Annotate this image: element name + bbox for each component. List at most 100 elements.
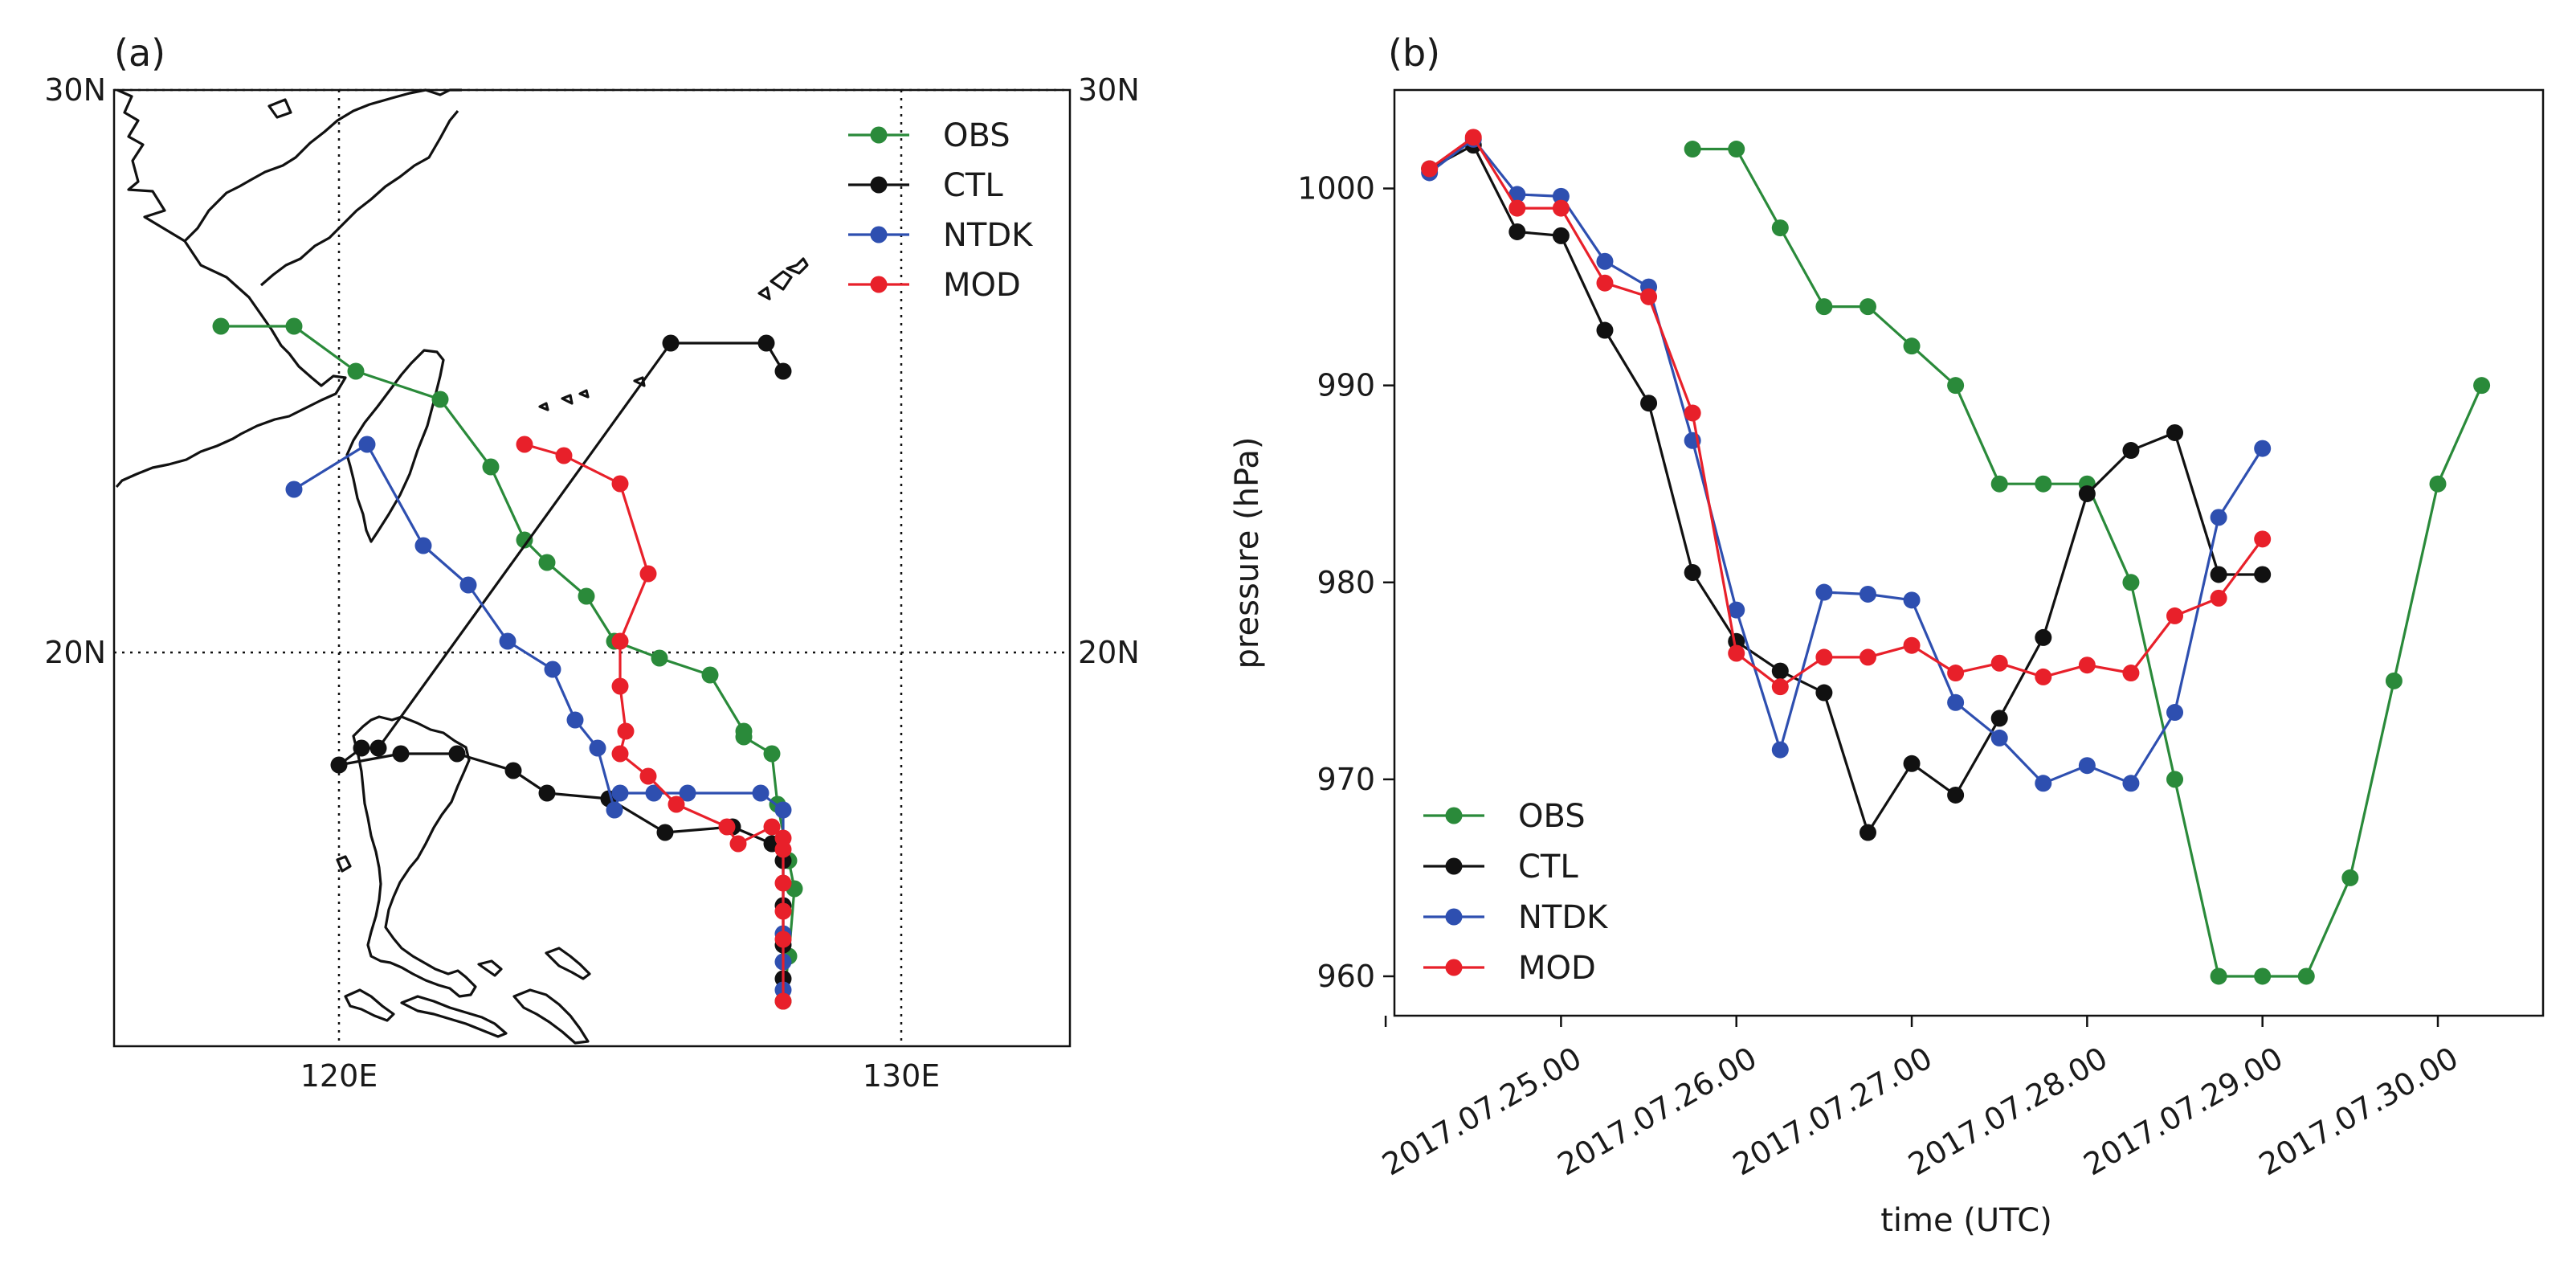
panel-b-ytick-label-960: 960 — [1317, 959, 1375, 994]
panel-b-point-ntdk-17 — [2166, 704, 2184, 722]
panel-b-point-obs-15 — [2341, 869, 2359, 886]
panel-a-point-obs-1 — [285, 317, 303, 335]
panel-a-point-ntdk-2 — [414, 537, 432, 554]
panel-b-point-mod-4 — [1596, 274, 1614, 292]
panel-b-point-ntdk-19 — [2254, 440, 2272, 457]
panel-a-xtick-120e: 120E — [300, 1058, 378, 1094]
panel-a-point-ctl-1 — [757, 334, 775, 352]
panel-a-point-ctl-9 — [538, 784, 556, 802]
panel-b-point-ntdk-7 — [1728, 601, 1745, 619]
panel-b-point-ntdk-13 — [1990, 729, 2008, 746]
panel-b-point-ntdk-4 — [1596, 252, 1614, 270]
panel-b-point-obs-2 — [1771, 219, 1789, 237]
panel-b-ytick-label-1000: 1000 — [1297, 171, 1375, 207]
panel-b-ytick-label-970: 970 — [1317, 762, 1375, 797]
panel-b-point-ntdk-18 — [2210, 509, 2227, 526]
panel-b-point-mod-14 — [2035, 668, 2052, 685]
panel-b-point-ctl-18 — [2210, 566, 2227, 583]
panel-b-point-mod-5 — [1640, 288, 1658, 305]
panel-b-legend-marker-ctl — [1445, 857, 1463, 875]
panel-a-xtick-130e: 130E — [863, 1058, 941, 1094]
panel-a-point-ctl-11 — [656, 824, 674, 841]
panel-a-point-ntdk-13 — [774, 801, 792, 819]
panel-b-frame — [1393, 88, 2545, 1017]
panel-a-point-ntdk-7 — [589, 739, 606, 757]
panel-a-legend-marker-mod — [870, 276, 888, 293]
panel-a-point-ctl-8 — [504, 762, 522, 779]
panel-a-tracks — [212, 317, 803, 1010]
coastline-china — [115, 88, 347, 489]
panel-a-legend-marker-obs — [870, 126, 888, 144]
panel-b-point-ctl-19 — [2254, 566, 2272, 583]
panel-a-point-obs-13 — [763, 745, 781, 763]
panel-b-legend-marker-mod — [1445, 959, 1463, 976]
panel-a-point-obs-7 — [578, 587, 595, 605]
panel-b-point-mod-7 — [1728, 644, 1745, 662]
panel-b-y-axis-label: pressure (hPa) — [1229, 437, 1266, 669]
panel-b-point-mod-17 — [2166, 607, 2184, 624]
panel-b-point-mod-19 — [2254, 530, 2272, 548]
panel-b-point-ntdk-12 — [1947, 693, 1965, 711]
panel-b-point-mod-3 — [1552, 199, 1570, 217]
panel-b-point-obs-11 — [2166, 771, 2184, 788]
panel-a-point-mod-11 — [729, 835, 747, 853]
panel-b-point-ctl-16 — [2122, 442, 2140, 460]
islands-small — [538, 376, 646, 411]
panel-a-point-mod-18 — [774, 992, 792, 1010]
panel-a-point-mod-4 — [611, 632, 629, 650]
panel-b-point-ntdk-14 — [2035, 775, 2052, 792]
panel-a-legend-entry-ntdk: NTDK — [848, 217, 1034, 254]
panel-b-point-ctl-17 — [2166, 423, 2184, 441]
panel-a-point-mod-8 — [639, 767, 657, 785]
panel-b-legend-entry-ctl: CTL — [1423, 849, 1578, 886]
panel-b-point-obs-5 — [1903, 337, 1921, 355]
panel-b-legend-entry-mod: MOD — [1423, 950, 1596, 987]
panel-b-legend-entry-obs: OBS — [1423, 798, 1586, 835]
panel-a-legend-entry-ctl: CTL — [848, 167, 1003, 204]
panel-b-point-obs-14 — [2297, 967, 2315, 985]
panel-b-point-ntdk-10 — [1859, 585, 1876, 603]
panel-b-point-ctl-4 — [1596, 321, 1614, 339]
panel-a-legend-entry-mod: MOD — [848, 267, 1021, 304]
panel-a-point-ntdk-0 — [285, 481, 303, 498]
panel-b-point-ctl-11 — [1903, 755, 1921, 772]
panel-a-point-obs-10 — [701, 666, 719, 684]
islands-ryukyu — [757, 257, 809, 301]
panel-a-point-mod-9 — [667, 796, 685, 813]
panel-b-point-obs-6 — [1947, 377, 1965, 395]
panel-a-point-ctl-2 — [662, 334, 680, 352]
coastline-mid — [259, 109, 459, 287]
panel-a-point-ctl-6 — [392, 745, 410, 763]
panel-a-point-mod-16 — [774, 902, 792, 920]
panel-b-legend-entry-ntdk: NTDK — [1423, 899, 1609, 936]
panel-a-ytick-right-30n: 30N — [1078, 72, 1140, 108]
panel-b-point-ntdk-8 — [1771, 741, 1789, 759]
panel-b-point-mod-9 — [1815, 648, 1833, 666]
panel-a-point-ntdk-9 — [611, 784, 629, 802]
panel-b-point-ctl-5 — [1640, 395, 1658, 412]
panel-b-point-mod-1 — [1464, 129, 1482, 146]
panel-a-point-mod-2 — [611, 475, 629, 493]
panel-a-ytick-left-30n: 30N — [44, 72, 106, 108]
panel-a-point-ntdk-8 — [606, 801, 623, 819]
panel-b-point-ntdk-15 — [2078, 757, 2096, 775]
panel-a-point-mod-3 — [639, 565, 657, 583]
panel-a-legend-label-ctl: CTL — [943, 167, 1003, 204]
panel-a-legend-label-mod: MOD — [943, 267, 1021, 304]
panel-a-point-ntdk-12 — [752, 784, 770, 802]
panel-a-point-mod-1 — [555, 447, 573, 464]
panel-a-point-ntdk-11 — [679, 784, 696, 802]
panel-a-point-ntdk-6 — [566, 711, 584, 729]
panel-b-point-ntdk-16 — [2122, 775, 2140, 792]
panel-b-point-ctl-12 — [1947, 786, 1965, 804]
panel-a-point-ntdk-1 — [358, 436, 376, 453]
panel-b-point-ctl-9 — [1815, 684, 1833, 701]
panel-a-point-ctl-0 — [774, 362, 792, 380]
panel-a-tick-labels: 120E 130E 20N 20N 30N 30N — [44, 72, 1140, 1094]
panel-b-point-obs-3 — [1815, 298, 1833, 316]
panel-b-legend: OBS CTL NTDK MOD — [1423, 798, 1609, 987]
panel-a-point-mod-0 — [516, 436, 533, 453]
panel-a-point-obs-5 — [516, 531, 533, 549]
panel-b-point-obs-10 — [2122, 574, 2140, 591]
